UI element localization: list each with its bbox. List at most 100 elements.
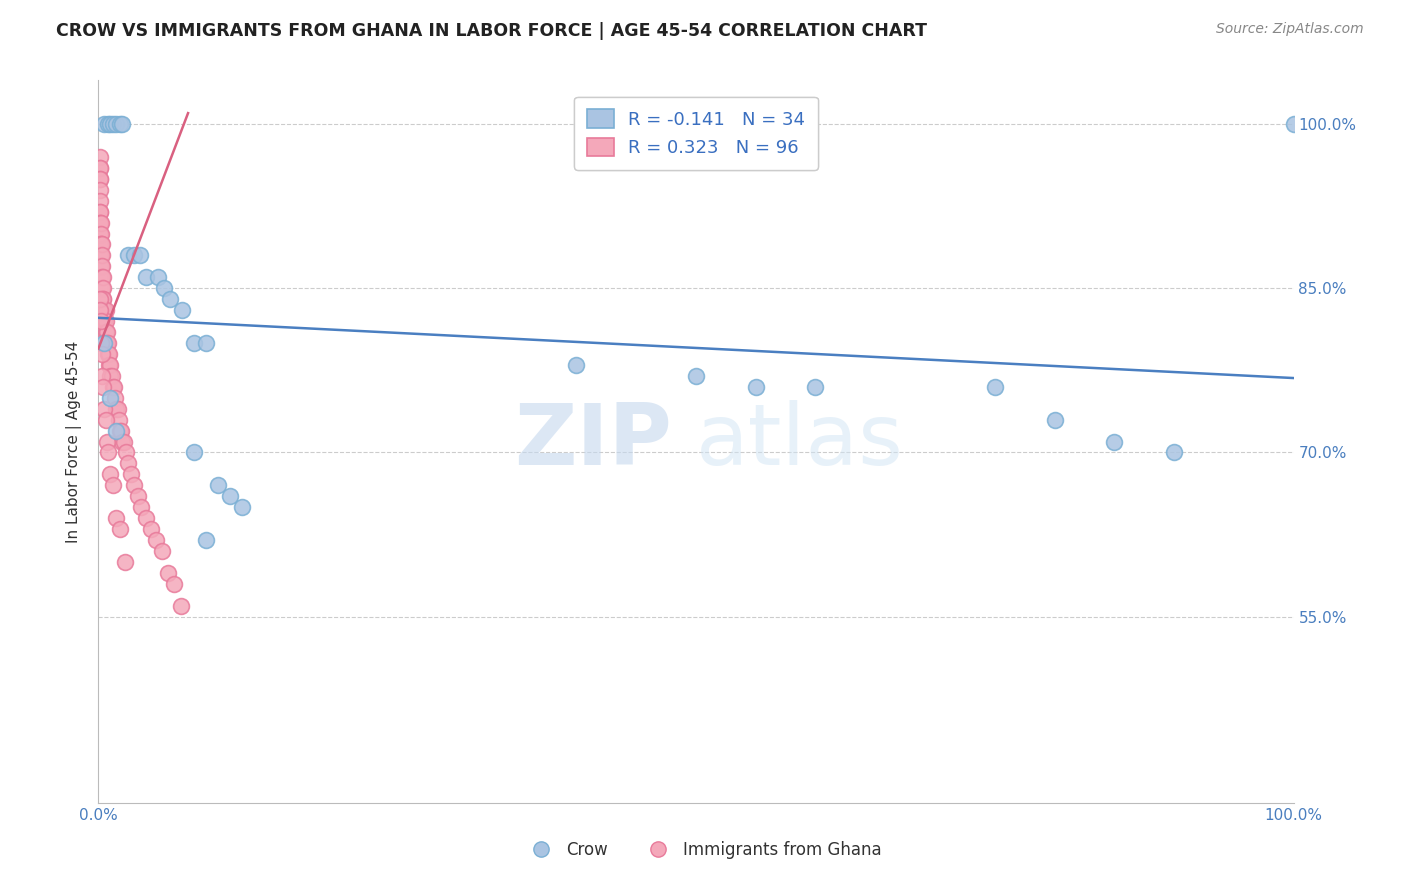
Point <box>89 281 111 295</box>
Point <box>124 478 146 492</box>
Point <box>101 117 124 131</box>
Point <box>104 391 127 405</box>
Point <box>108 424 131 438</box>
Point <box>89 161 111 175</box>
Point <box>90 216 112 230</box>
Point <box>89 171 111 186</box>
Point <box>98 467 122 482</box>
Point <box>105 401 128 416</box>
Point <box>91 260 114 274</box>
Point <box>89 204 111 219</box>
Point <box>98 358 122 372</box>
Point <box>91 248 114 262</box>
Point <box>96 325 118 339</box>
Point <box>195 533 218 547</box>
Point <box>91 368 114 383</box>
Point <box>91 270 114 285</box>
Point <box>127 489 149 503</box>
Point <box>139 522 162 536</box>
Point <box>91 281 114 295</box>
Point <box>172 303 194 318</box>
Point <box>153 281 176 295</box>
Point <box>93 117 115 131</box>
Point <box>219 489 242 503</box>
Point <box>565 358 588 372</box>
Point <box>97 336 120 351</box>
Point <box>89 227 111 241</box>
Point <box>89 161 111 175</box>
Point <box>110 424 132 438</box>
Y-axis label: In Labor Force | Age 45-54: In Labor Force | Age 45-54 <box>66 341 83 542</box>
Point <box>93 336 115 351</box>
Point <box>135 270 157 285</box>
Point <box>100 368 122 383</box>
Point <box>90 292 112 306</box>
Point <box>90 260 112 274</box>
Point <box>89 216 111 230</box>
Point <box>112 434 135 449</box>
Point <box>101 478 124 492</box>
Point <box>91 292 114 306</box>
Legend: Crow, Immigrants from Ghana: Crow, Immigrants from Ghana <box>517 835 889 866</box>
Point <box>231 500 253 515</box>
Point <box>135 511 157 525</box>
Point <box>103 380 125 394</box>
Point <box>90 237 112 252</box>
Point <box>120 467 142 482</box>
Point <box>685 368 707 383</box>
Point <box>207 478 229 492</box>
Point <box>115 445 138 459</box>
Point <box>105 511 128 525</box>
Point <box>124 248 146 262</box>
Legend: R = -0.141   N = 34, R = 0.323   N = 96: R = -0.141 N = 34, R = 0.323 N = 96 <box>574 96 818 169</box>
Point <box>89 150 111 164</box>
Point <box>91 270 114 285</box>
Point <box>107 412 129 426</box>
Point <box>1043 412 1066 426</box>
Point <box>91 292 114 306</box>
Point <box>131 500 153 515</box>
Point <box>108 522 131 536</box>
Point <box>91 237 114 252</box>
Point <box>91 347 114 361</box>
Point <box>90 248 112 262</box>
Point <box>1282 117 1305 131</box>
Point <box>89 171 111 186</box>
Point <box>94 303 117 318</box>
Point <box>804 380 827 394</box>
Point <box>89 248 111 262</box>
Point <box>91 281 114 295</box>
Point <box>89 292 111 306</box>
Point <box>89 270 111 285</box>
Point <box>984 380 1007 394</box>
Point <box>97 117 120 131</box>
Point <box>89 204 111 219</box>
Point <box>90 281 112 295</box>
Point <box>91 380 114 394</box>
Point <box>89 227 111 241</box>
Point <box>98 117 122 131</box>
Point <box>90 314 112 328</box>
Point <box>148 270 170 285</box>
Point <box>183 336 205 351</box>
Point <box>93 314 115 328</box>
Point <box>98 368 122 383</box>
Point <box>107 401 129 416</box>
Point <box>89 216 111 230</box>
Point <box>90 270 112 285</box>
Text: atlas: atlas <box>696 400 904 483</box>
Point <box>93 303 115 318</box>
Point <box>129 248 152 262</box>
Point <box>117 457 139 471</box>
Point <box>111 117 134 131</box>
Point <box>101 380 124 394</box>
Point <box>98 391 122 405</box>
Point <box>183 445 205 459</box>
Point <box>90 260 112 274</box>
Point <box>105 424 128 438</box>
Point <box>170 599 193 613</box>
Point <box>98 358 121 372</box>
Text: CROW VS IMMIGRANTS FROM GHANA IN LABOR FORCE | AGE 45-54 CORRELATION CHART: CROW VS IMMIGRANTS FROM GHANA IN LABOR F… <box>56 22 927 40</box>
Point <box>97 347 120 361</box>
Point <box>1104 434 1126 449</box>
